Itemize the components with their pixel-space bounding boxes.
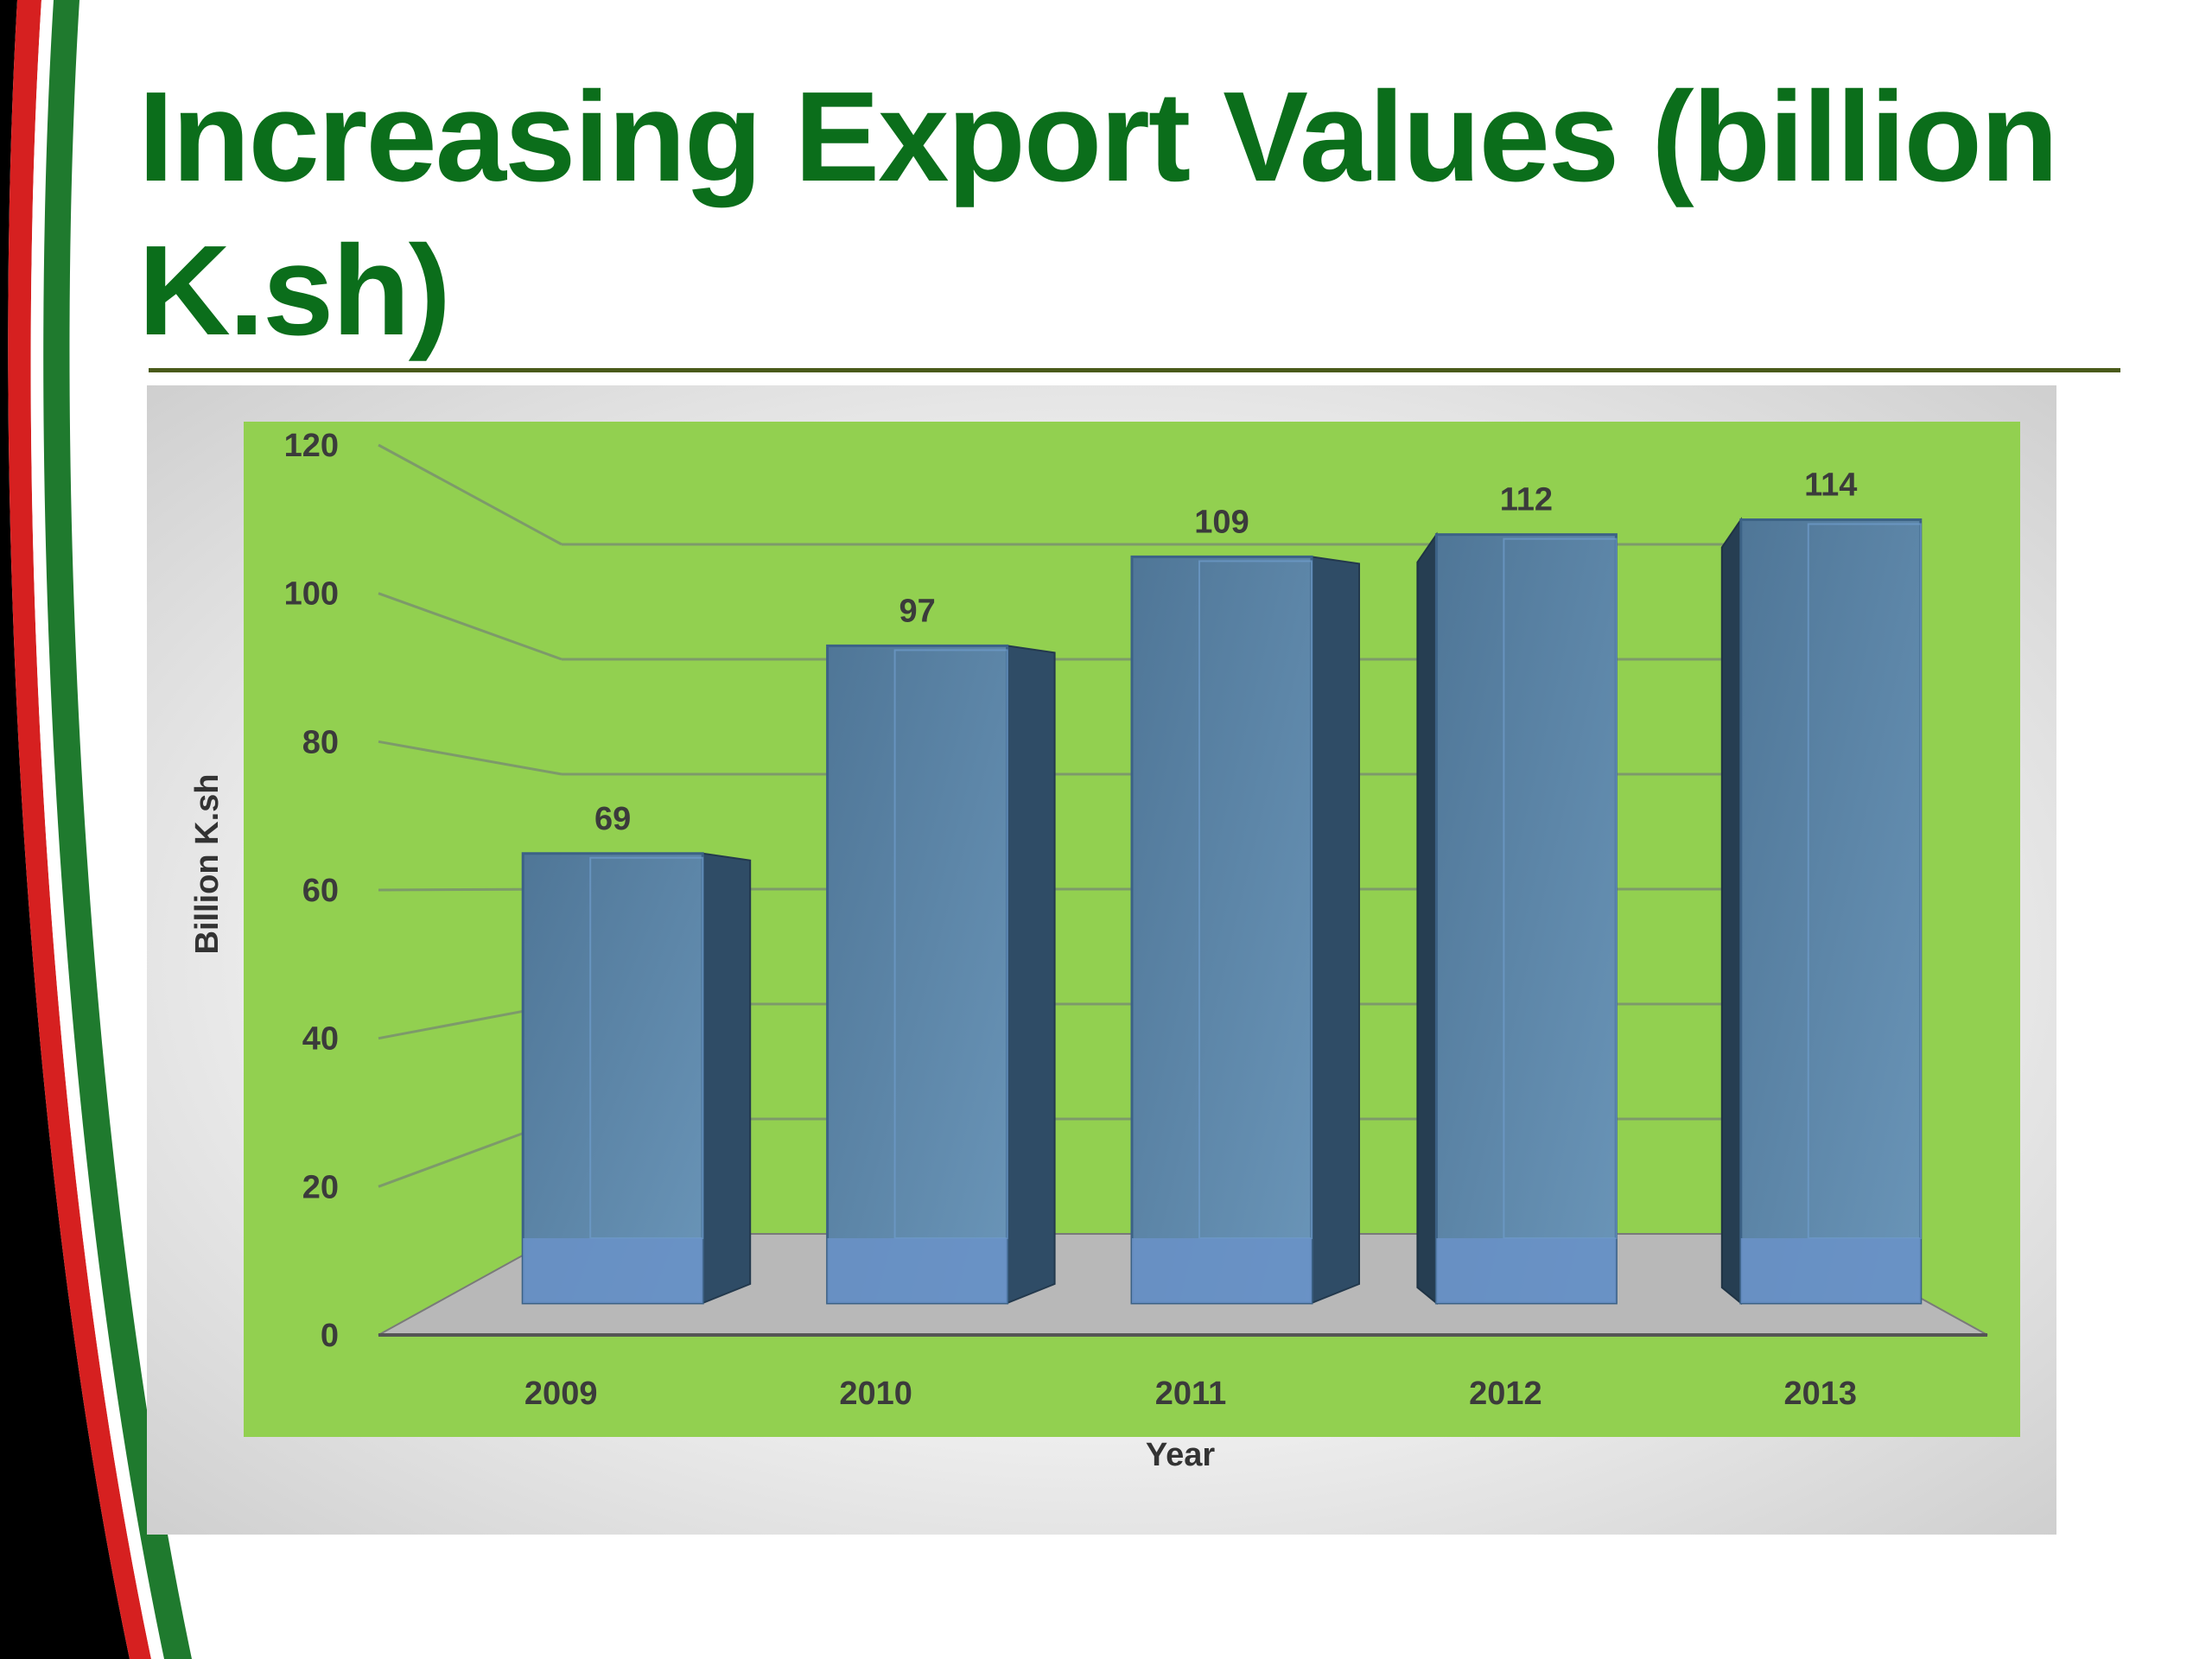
bar-bottom-face: [827, 1238, 1007, 1303]
bar: [521, 852, 752, 1305]
data-label: 69: [594, 801, 631, 837]
red-stripe: [8, 0, 152, 1659]
bar-side-face: [1006, 645, 1056, 1305]
bar-front-face: [1130, 555, 1313, 1305]
y-tick-label: 80: [302, 724, 339, 760]
y-tick-label: 20: [302, 1169, 339, 1205]
data-label: 112: [1500, 482, 1553, 518]
y-tick-label: 120: [284, 428, 339, 464]
y-tick-label: 100: [284, 576, 339, 613]
green-stripe: [43, 0, 192, 1659]
gridline-diagonal: [378, 592, 563, 661]
y-tick-label: 0: [321, 1318, 339, 1354]
gridline-diagonal: [378, 443, 563, 546]
bar-front-face: [521, 852, 704, 1305]
y-tick-label: 40: [302, 1021, 339, 1058]
white-stripe: [30, 0, 165, 1659]
bar-bottom-face: [1740, 1238, 1921, 1303]
x-tick-label: 2012: [1469, 1376, 1542, 1412]
bar: [1720, 517, 1923, 1306]
black-stripe: [0, 0, 130, 1659]
bar-front-face: [826, 644, 1009, 1305]
bar: [1416, 531, 1618, 1306]
bar-side-face: [702, 852, 752, 1305]
y-axis-title: Billion K.sh: [189, 774, 226, 955]
title-divider: [149, 368, 2120, 372]
bar-front-face: [1739, 518, 1923, 1305]
y-tick-label: 60: [302, 873, 339, 909]
slide-title: Increasing Export Values (billion K.sh): [138, 66, 2058, 362]
bar-bottom-face: [1436, 1238, 1617, 1303]
x-tick-label: 2011: [1155, 1376, 1226, 1412]
x-tick-label: 2010: [839, 1376, 912, 1412]
x-axis-title: Year: [1146, 1437, 1216, 1473]
data-label: 114: [1804, 467, 1857, 504]
bar-side-face: [1416, 531, 1438, 1306]
bar-bottom-face: [1132, 1238, 1312, 1303]
gridline-diagonal: [378, 740, 563, 776]
bar: [826, 644, 1056, 1305]
bar: [1130, 555, 1360, 1305]
x-tick-label: 2009: [524, 1376, 598, 1412]
data-label: 109: [1194, 504, 1249, 540]
bar-side-face: [1311, 556, 1360, 1305]
bar-side-face: [1720, 517, 1742, 1306]
bar-bottom-face: [523, 1238, 703, 1303]
x-tick-label: 2013: [1784, 1376, 1858, 1412]
data-label: 97: [899, 593, 935, 629]
bar-front-face: [1434, 533, 1618, 1305]
